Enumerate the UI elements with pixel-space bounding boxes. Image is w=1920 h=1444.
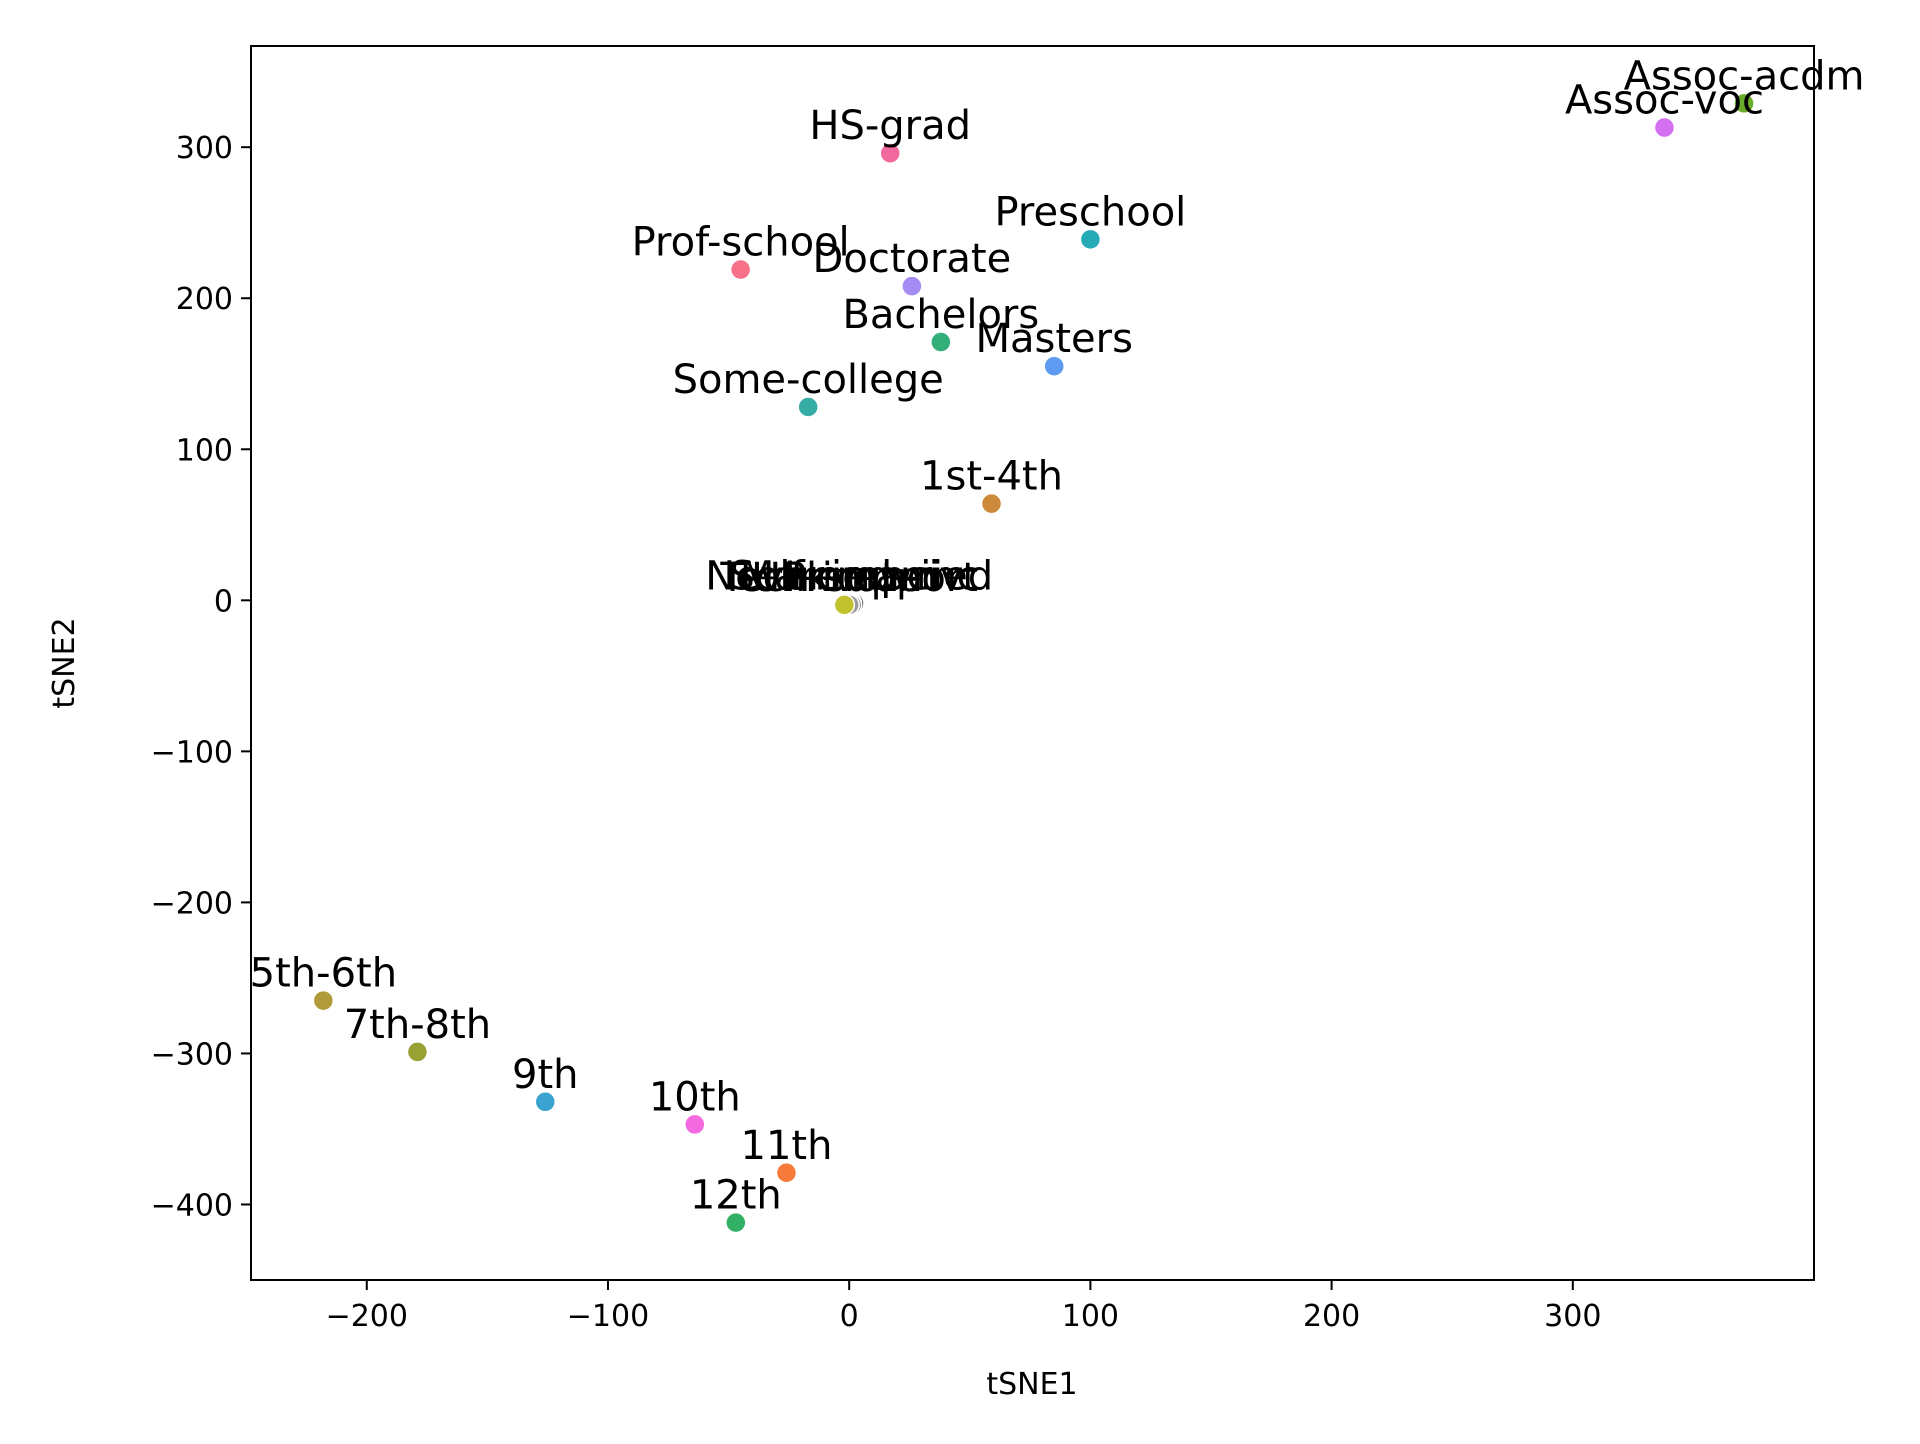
x-tick-label: 300: [1544, 1299, 1601, 1334]
data-points: [312, 92, 1755, 1234]
axis-ticks: −200 −100 0 100 200 300 −400 −300 −200 −100 0 100 20…: [151, 131, 1602, 1334]
data-point-label: 9th: [512, 1052, 578, 1098]
y-tick-label: −200: [151, 886, 233, 921]
data-point: [534, 1091, 557, 1113]
data-point-label: Bachelors: [842, 292, 1039, 338]
data-point: [980, 492, 1003, 515]
y-tick-label: 200: [176, 282, 233, 317]
x-tick-label: 200: [1303, 1299, 1360, 1334]
data-point-label: Married-civ: [740, 553, 964, 599]
data-point-label: 7th-8th: [344, 1002, 491, 1048]
data-point: [725, 1211, 747, 1234]
x-axis-label: tSNE1: [986, 1367, 1077, 1402]
data-point: [1043, 355, 1065, 377]
data-point-label: Masters: [975, 316, 1132, 362]
data-point-label: Assoc-acdm: [1624, 53, 1865, 99]
data-point: [797, 396, 819, 418]
data-point-label: Tech-support: [719, 555, 978, 601]
data-point-label: Assoc-voc: [1565, 78, 1764, 124]
data-point-label: 1st-4th: [920, 454, 1063, 500]
x-tick-label: 100: [1062, 1299, 1119, 1334]
data-point-label: Doctorate: [813, 236, 1012, 282]
data-point: [1653, 116, 1676, 139]
y-tick-label: −300: [151, 1037, 233, 1072]
y-tick-label: −400: [151, 1188, 233, 1223]
data-point-label: Private: [782, 555, 921, 601]
data-point: [901, 275, 923, 297]
data-point-label: Some-college: [673, 357, 944, 403]
data-point: [879, 142, 901, 164]
data-point: [729, 258, 752, 281]
x-tick-label: 0: [840, 1299, 859, 1334]
data-point-label: Never-married: [705, 553, 993, 599]
data-point: [312, 989, 335, 1012]
y-tick-label: 100: [176, 433, 233, 468]
data-point-label: 5th-6th: [250, 951, 397, 997]
data-point-label: Unknown: [752, 555, 938, 601]
y-axis-label: tSNE2: [47, 617, 82, 708]
data-point-label: Preschool: [994, 189, 1186, 235]
data-point-label: 10th: [649, 1074, 741, 1120]
data-point-label: Prof-school: [632, 220, 850, 266]
y-tick-label: 0: [214, 584, 233, 619]
data-point: [1733, 92, 1755, 115]
data-point: [833, 594, 856, 616]
data-point-label: Self-emp-inc: [729, 553, 978, 599]
data-point-label: 11th: [741, 1123, 833, 1169]
plot-frame: [250, 45, 1815, 1281]
data-point: [406, 1041, 429, 1063]
data-point: [930, 331, 952, 353]
data-point-label: 12th: [690, 1173, 782, 1219]
x-tick-label: −100: [567, 1299, 649, 1334]
y-tick-label: 300: [176, 131, 233, 166]
data-point-label: HS-grad: [809, 103, 971, 149]
x-tick-label: −200: [326, 1299, 408, 1334]
data-point: [684, 1113, 706, 1136]
y-tick-label: −100: [151, 735, 233, 770]
data-point: [1079, 228, 1102, 251]
data-point: [775, 1162, 798, 1184]
